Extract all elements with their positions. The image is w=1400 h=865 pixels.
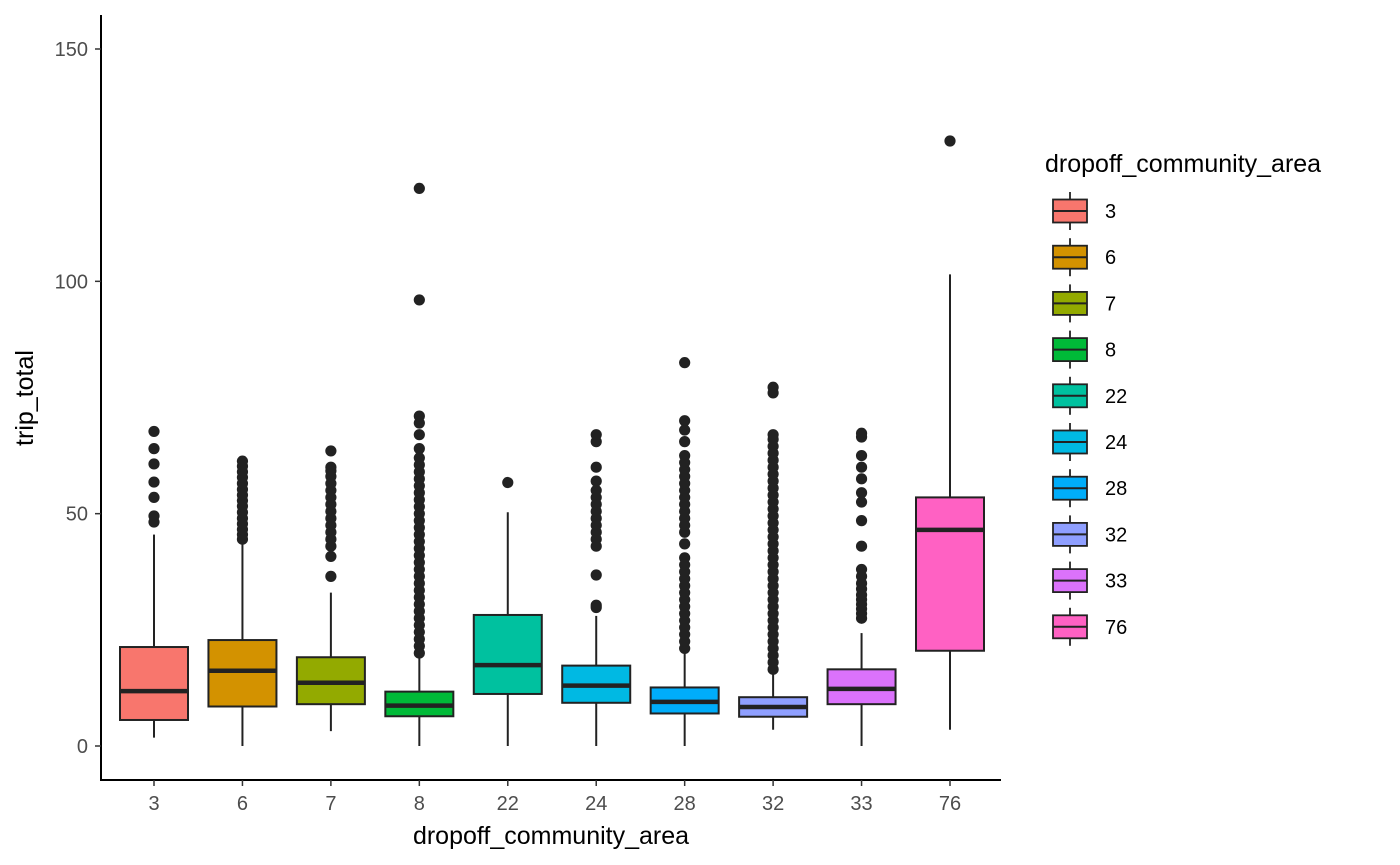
box-76 <box>915 135 985 730</box>
box-7 <box>295 445 366 732</box>
y-tick-label: 150 <box>55 39 88 61</box>
y-tick-label: 50 <box>66 504 88 526</box>
outlier-point <box>590 599 602 611</box>
legend-label: 28 <box>1105 478 1127 500</box>
outlier-point <box>413 452 425 464</box>
outlier-point <box>679 424 691 436</box>
outlier-point <box>767 429 779 441</box>
outlier-point <box>413 294 425 306</box>
outlier-point <box>325 445 337 457</box>
box-32 <box>738 381 809 730</box>
outlier-point <box>325 550 337 563</box>
x-axis-title: dropoff_community_area <box>413 822 689 850</box>
outlier-point <box>502 476 514 489</box>
legend-label: 76 <box>1105 617 1127 639</box>
outlier-point <box>944 135 956 147</box>
box-body <box>472 613 543 695</box>
outlier-point <box>679 552 691 564</box>
box-3 <box>119 425 189 738</box>
box-28 <box>649 357 720 746</box>
outlier-point <box>679 357 691 369</box>
outlier-point <box>855 540 868 552</box>
box-6 <box>207 455 278 746</box>
outlier-point <box>590 461 602 473</box>
outlier-point <box>148 491 160 504</box>
outlier-point <box>679 436 691 448</box>
outlier-point <box>679 538 691 550</box>
outlier-point <box>236 455 249 467</box>
legend-item-8: 8 <box>1052 330 1116 369</box>
box-body <box>119 646 189 721</box>
outlier-point <box>590 475 602 487</box>
outlier-point <box>325 570 337 582</box>
legend-label: 33 <box>1105 571 1127 593</box>
box-8 <box>384 182 455 746</box>
outlier-point <box>590 429 602 441</box>
legend-label: 8 <box>1105 340 1116 362</box>
legend-label: 6 <box>1105 247 1116 269</box>
box-24 <box>561 429 632 746</box>
x-tick-label: 76 <box>939 793 961 815</box>
outlier-point <box>855 515 868 527</box>
outlier-point <box>148 443 160 455</box>
outlier-point <box>855 427 868 439</box>
legend-label: 7 <box>1105 293 1116 315</box>
legend: dropoff_community_area 3 6 7 8 22 24 28 32 33 76 <box>1045 150 1321 646</box>
box-22 <box>472 476 543 746</box>
y-tick-label: 100 <box>55 271 88 293</box>
plot-area <box>119 135 985 746</box>
legend-label: 22 <box>1105 386 1127 408</box>
outlier-point <box>590 569 602 581</box>
x-tick-label: 22 <box>497 793 519 815</box>
legend-label: 24 <box>1105 432 1127 454</box>
legend-item-3: 3 <box>1052 192 1116 230</box>
outlier-point <box>413 410 425 422</box>
x-tick-label: 24 <box>585 793 607 815</box>
x-tick-label: 3 <box>148 793 159 815</box>
legend-item-76: 76 <box>1052 607 1127 646</box>
outlier-point <box>679 449 691 462</box>
x-tick-label: 28 <box>674 793 696 815</box>
legend-item-22: 22 <box>1052 376 1127 415</box>
box-33 <box>826 427 897 746</box>
legend-item-24: 24 <box>1052 423 1127 461</box>
outlier-point <box>148 458 160 470</box>
outlier-point <box>590 484 602 497</box>
outlier-point <box>413 443 425 455</box>
outlier-point <box>855 473 868 485</box>
outlier-point <box>855 449 868 462</box>
legend-item-7: 7 <box>1052 284 1116 323</box>
y-axis: 0 50 100 150 <box>55 15 102 780</box>
x-tick-label: 8 <box>414 793 425 815</box>
outlier-point <box>413 429 425 441</box>
x-tick-label: 33 <box>850 793 872 815</box>
x-axis: 3 6 7 8 22 24 28 32 33 76 <box>100 779 1001 815</box>
legend-label: 3 <box>1105 201 1116 223</box>
outlier-point <box>148 510 160 522</box>
outlier-point <box>148 425 160 438</box>
outlier-point <box>679 415 691 427</box>
outlier-point <box>325 461 337 473</box>
x-tick-label: 7 <box>325 793 336 815</box>
outlier-point <box>855 496 868 508</box>
outlier-point <box>855 461 868 473</box>
y-tick-label: 0 <box>77 736 88 758</box>
outlier-point <box>767 381 779 393</box>
legend-title: dropoff_community_area <box>1045 150 1321 178</box>
outlier-point <box>413 182 425 194</box>
legend-item-32: 32 <box>1052 515 1127 554</box>
box-body <box>915 496 985 652</box>
legend-item-6: 6 <box>1052 238 1116 277</box>
legend-item-28: 28 <box>1052 469 1127 508</box>
legend-label: 32 <box>1105 524 1127 546</box>
x-tick-label: 6 <box>237 793 248 815</box>
outlier-point <box>148 476 160 488</box>
outlier-point <box>855 487 868 499</box>
y-axis-title: trip_total <box>11 350 39 446</box>
box-body <box>207 639 278 708</box>
outlier-point <box>855 563 868 576</box>
legend-item-33: 33 <box>1052 561 1127 600</box>
x-tick-label: 32 <box>762 793 784 815</box>
